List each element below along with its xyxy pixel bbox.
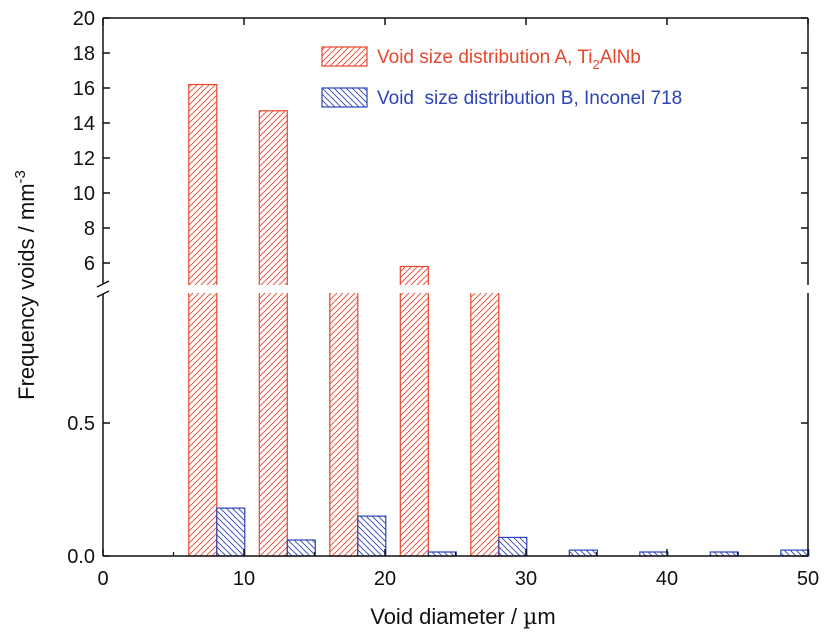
legend: Void size distribution A, Ti2AlNb Void s… xyxy=(321,46,682,109)
bar-a-3 xyxy=(399,265,429,557)
bars-layer xyxy=(188,83,810,557)
axis-break-gap xyxy=(91,285,816,293)
x-tick-label-5: 50 xyxy=(797,568,819,590)
y-tick-upper-3-label: 12 xyxy=(73,148,95,170)
x-tick-label-2: 20 xyxy=(374,568,396,590)
y-tick-lower-0-label: 0.0 xyxy=(67,546,95,568)
x-tick-label-3: 30 xyxy=(515,568,537,590)
axis-break xyxy=(91,280,816,298)
x-axis-ticks: 0 10 20 30 40 50 xyxy=(97,18,819,590)
bar-b-4 xyxy=(498,536,528,557)
bar-b-1 xyxy=(286,539,316,557)
bar-a-4 xyxy=(470,288,500,557)
bar-a-2 xyxy=(329,288,359,557)
y-tick-lower-1-label: 0.5 xyxy=(67,413,95,435)
legend-swatch-a xyxy=(321,46,368,67)
y-axis-ticks: 0.0 0.5 6 8 10 12 14 16 18 20 xyxy=(67,8,808,568)
bar-b-5 xyxy=(568,549,598,557)
x-axis-label: Void diameter / µm xyxy=(370,604,556,630)
y-tick-upper-7-label: 20 xyxy=(73,8,95,30)
x-tick-label-1: 10 xyxy=(233,568,255,590)
break-mark-0 xyxy=(96,280,110,288)
y-axis-label: Frequency voids / mm-3 xyxy=(12,170,39,400)
bar-a-1 xyxy=(258,110,288,557)
bar-a-0 xyxy=(188,83,218,557)
legend-swatch-b xyxy=(321,87,368,108)
y-tick-upper-0-label: 6 xyxy=(84,253,95,275)
y-tick-upper-6-label: 18 xyxy=(73,43,95,65)
y-tick-upper-4-label: 14 xyxy=(73,113,95,135)
x-tick-label-4: 40 xyxy=(656,568,678,590)
y-tick-upper-1-label: 8 xyxy=(84,218,95,240)
bar-b-0 xyxy=(216,507,246,557)
y-tick-upper-5-label: 16 xyxy=(73,78,95,100)
y-tick-upper-2-label: 10 xyxy=(73,183,95,205)
legend-label-a: Void size distribution A, Ti2AlNb xyxy=(377,47,641,72)
legend-label-b: Void size distribution B, Inconel 718 xyxy=(377,88,682,109)
x-tick-label-0: 0 xyxy=(97,568,108,590)
bar-b-8 xyxy=(780,549,810,557)
bar-b-2 xyxy=(357,515,387,557)
break-mark-1 xyxy=(96,290,110,298)
